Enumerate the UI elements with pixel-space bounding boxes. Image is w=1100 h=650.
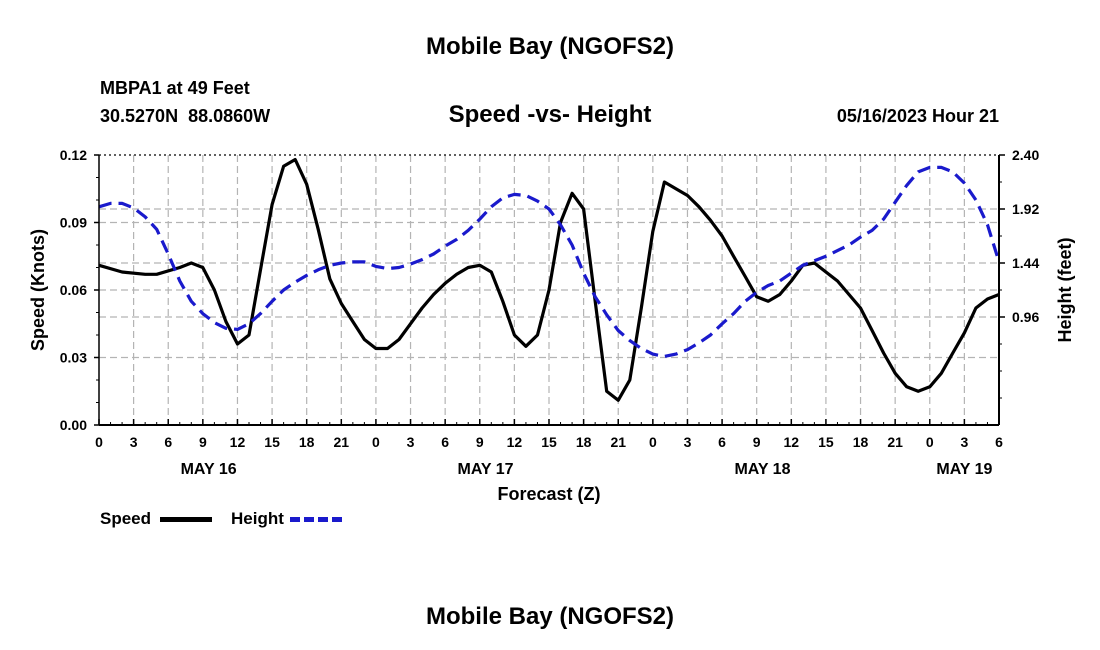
day-label: MAY 17 — [458, 461, 514, 478]
x-tick-label: 9 — [199, 434, 207, 450]
x-tick-label: 3 — [130, 434, 138, 450]
footer-title: Mobile Bay (NGOFS2) — [425, 603, 675, 630]
x-tick-label: 9 — [476, 434, 484, 450]
y2-tick-label: 1.92 — [1012, 201, 1039, 217]
x-tick-label: 3 — [407, 434, 415, 450]
day-label: MAY 18 — [734, 461, 790, 478]
x-tick-label: 21 — [334, 434, 350, 450]
forecast-timestamp: 05/16/2023 Hour 21 — [836, 106, 999, 126]
x-tick-label: 0 — [372, 434, 380, 450]
legend-speed-swatch — [160, 517, 212, 522]
speed-height-chart: 0 3 6 9 12 15 18 21 0 3 6 9 12 15 18 21 0 3 6 9 12 15 18 21 0 3 6M… — [28, 147, 1075, 504]
x-tick-label: 3 — [684, 434, 692, 450]
station-coordinates: 30.5270N 88.0860W — [100, 106, 271, 126]
x-tick-label: 0 — [95, 434, 103, 450]
y2-tick-label: 0.96 — [1012, 309, 1039, 325]
x-tick-label: 0 — [926, 434, 934, 450]
legend-speed-label: Speed — [100, 509, 152, 528]
speed-series-line — [98, 157, 1000, 402]
station-label: MBPA1 at 49 Feet — [100, 78, 250, 98]
x-axis-title: Forecast (Z) — [497, 484, 600, 504]
day-label: MAY 16 — [181, 461, 237, 478]
x-tick-label: 9 — [753, 434, 761, 450]
x-tick-label: 6 — [995, 434, 1003, 450]
x-tick-label: 15 — [818, 434, 834, 450]
y-axis-title: Speed (Knots) — [28, 229, 48, 351]
x-tick-label: 15 — [264, 434, 280, 450]
y-tick-label: 0.12 — [60, 147, 87, 163]
x-tick-label: 3 — [960, 434, 968, 450]
x-tick-label: 18 — [853, 434, 869, 450]
x-tick-label: 18 — [299, 434, 315, 450]
height-series-line — [98, 165, 1001, 358]
x-tick-label: 12 — [784, 434, 800, 450]
x-tick-label: 6 — [164, 434, 172, 450]
y2-tick-label: 1.44 — [1012, 255, 1039, 271]
x-tick-label: 6 — [718, 434, 726, 450]
y2-axis-title: Height (feet) — [1055, 238, 1075, 343]
x-tick-label: 12 — [230, 434, 246, 450]
x-tick-label: 0 — [649, 434, 657, 450]
chart-subtitle: Speed -vs- Height — [448, 101, 652, 128]
x-tick-label: 6 — [441, 434, 449, 450]
y-tick-label: 0.06 — [60, 282, 87, 298]
page-title: Mobile Bay (NGOFS2) — [425, 33, 675, 60]
x-tick-label: 18 — [576, 434, 592, 450]
x-tick-label: 15 — [541, 434, 557, 450]
y2-tick-label: 2.40 — [1012, 147, 1039, 163]
legend-height-swatch — [290, 517, 342, 522]
x-tick-label: 21 — [610, 434, 626, 450]
legend-height-label: Height — [231, 509, 284, 528]
x-tick-label: 12 — [507, 434, 523, 450]
y-tick-label: 0.09 — [60, 215, 87, 231]
y-tick-label: 0.00 — [60, 417, 87, 433]
y-tick-label: 0.03 — [60, 350, 87, 366]
day-label: MAY 19 — [936, 461, 992, 478]
x-tick-label: 21 — [887, 434, 903, 450]
